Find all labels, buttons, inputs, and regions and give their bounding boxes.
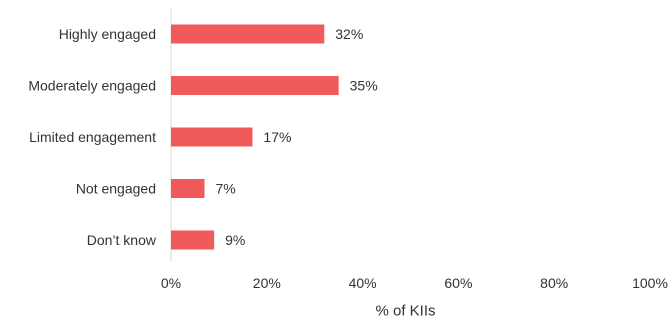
bar xyxy=(171,127,253,147)
value-label: 7% xyxy=(216,181,236,197)
category-label: Highly engaged xyxy=(59,26,156,42)
category-label: Moderately engaged xyxy=(28,78,156,94)
value-label: 17% xyxy=(263,129,291,145)
bar xyxy=(171,179,205,198)
bar xyxy=(171,230,215,250)
value-labels-group: 32% 35% 17% 7% 9% xyxy=(216,26,378,248)
x-tick-label: 40% xyxy=(349,275,377,291)
x-tick-label: 100% xyxy=(632,275,668,291)
value-label: 9% xyxy=(225,232,245,248)
category-label: Limited engagement xyxy=(29,129,156,145)
bar xyxy=(171,76,339,95)
x-tick-label: 0% xyxy=(161,275,181,291)
x-tick-labels-group: 0% 20% 40% 60% 80% 100% xyxy=(161,275,668,291)
x-tick-label: 20% xyxy=(253,275,281,291)
bar xyxy=(171,24,325,44)
x-tick-label: 80% xyxy=(540,275,568,291)
bars-group xyxy=(171,24,339,250)
value-label: 32% xyxy=(335,26,363,42)
x-axis-title: % of KIIs xyxy=(375,303,435,320)
x-tick-label: 60% xyxy=(444,275,472,291)
category-labels-group: Highly engaged Moderately engaged Limited … xyxy=(28,26,157,248)
category-label: Not engaged xyxy=(76,181,156,197)
category-label: Don’t know xyxy=(87,232,157,248)
value-label: 35% xyxy=(350,78,378,94)
